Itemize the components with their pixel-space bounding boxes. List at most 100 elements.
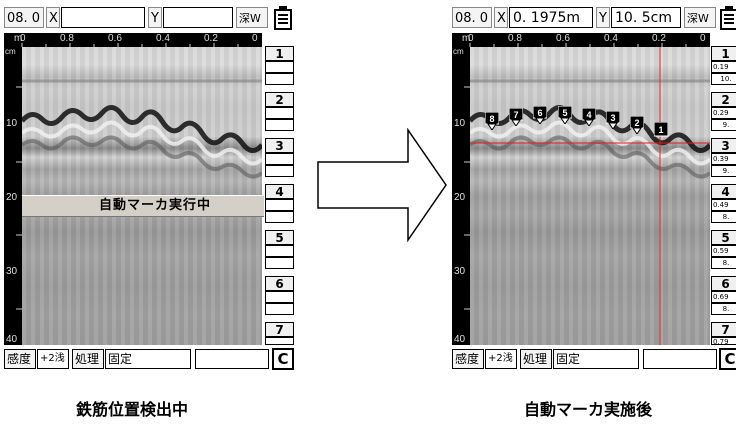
ruler-tick: 0	[20, 33, 26, 44]
ruler-horizontal: m 0 0.8 0.6 0.4 0.2 0	[452, 33, 710, 47]
marker-slot-number[interactable]: 6	[265, 276, 294, 291]
rebar-marker[interactable]: 8	[484, 111, 500, 134]
process-value[interactable]: 固定	[105, 349, 191, 369]
rebar-marker[interactable]: 5	[557, 105, 573, 128]
radar-view[interactable]: m 0 0.8 0.6 0.4 0.2 0 cm 10 20 30 40	[452, 33, 710, 345]
ruler-vertical: cm 10 20 30 40	[4, 47, 22, 345]
svg-text:2: 2	[634, 118, 639, 128]
ruler-tick: 0.8	[508, 33, 522, 44]
rebar-marker[interactable]: 7	[508, 107, 524, 130]
ruler-tick: 0.2	[652, 33, 666, 44]
marker-slot-position: 0.69	[711, 291, 736, 303]
clear-button[interactable]: C	[719, 348, 736, 370]
marker-slot-position: 0.79	[711, 337, 736, 346]
marker-slot-number[interactable]: 1	[711, 46, 736, 61]
marker-slot-position: 0.39	[711, 153, 736, 165]
sensitivity-value[interactable]: +2浅	[37, 349, 69, 369]
bottom-toolbar: 感度 +2浅 処理 固定 C	[452, 346, 736, 374]
ruler-depth-tick: 20	[454, 192, 466, 203]
marker-slot-depth: 8.	[711, 211, 736, 223]
ruler-tick: 0.8	[60, 33, 74, 44]
ruler-depth-tick: 30	[454, 266, 466, 277]
marker-list: 1 0.19 10. 2 0.29 9. 3 0.39 9. 4 0.49 8.…	[710, 46, 736, 346]
marker-slot-number[interactable]: 5	[265, 230, 294, 245]
ruler-depth-tick: 10	[454, 118, 466, 129]
depth-display[interactable]: 08. 0	[452, 7, 492, 28]
bottom-toolbar: 感度 +2浅 処理 固定 C	[4, 346, 296, 374]
marker-slot-number[interactable]: 7	[711, 322, 736, 337]
svg-text:8: 8	[489, 114, 494, 124]
status-field	[195, 349, 269, 369]
marker-slot-value	[265, 61, 294, 73]
ruler-depth-tick: 40	[454, 334, 466, 345]
marker-slot-value	[265, 165, 294, 177]
marker-slot-value	[265, 291, 294, 303]
depth-display[interactable]: 08. 0	[4, 7, 44, 28]
ruler-unit-m: m	[14, 33, 23, 44]
rebar-marker[interactable]: 3	[605, 110, 621, 133]
mode-button[interactable]: 深W	[236, 7, 268, 28]
marker-slot-number[interactable]: 2	[711, 92, 736, 107]
ruler-horizontal: m 0 0.8 0.6 0.4 0.2 0	[4, 33, 262, 47]
ruler-depth-tick: 10	[6, 118, 18, 129]
ruler-depth-tick: 30	[6, 266, 18, 277]
rebar-marker-selected[interactable]: 1	[653, 121, 669, 144]
marker-slot-value	[265, 303, 294, 315]
y-value-field[interactable]: 10. 5cm	[611, 7, 681, 28]
ruler-unit-m: m	[462, 33, 471, 44]
caption-right: 自動マーカ実施後	[524, 400, 653, 419]
ruler-tick: 0.2	[204, 33, 218, 44]
rebar-marker[interactable]: 6	[532, 105, 548, 128]
marker-slot-value	[265, 245, 294, 257]
marker-slot-number[interactable]: 1	[265, 46, 294, 61]
caption-left: 鉄筋位置検出中	[76, 400, 189, 419]
marker-slot-number[interactable]: 6	[711, 276, 736, 291]
y-value-field[interactable]	[163, 7, 233, 28]
x-value-field[interactable]	[61, 7, 145, 28]
ruler-tick: 0.6	[108, 33, 122, 44]
mode-button[interactable]: 深W	[684, 7, 716, 28]
ruler-depth-tick: 40	[6, 334, 18, 345]
svg-text:4: 4	[586, 110, 591, 120]
marker-slot-number[interactable]: 3	[265, 138, 294, 153]
marker-slot-number[interactable]: 3	[711, 138, 736, 153]
x-label: X	[494, 7, 508, 28]
marker-slot-position: 0.29	[711, 107, 736, 119]
memory-icon[interactable]	[720, 6, 736, 30]
ruler-tick: 0.6	[556, 33, 570, 44]
marker-slot-value	[265, 337, 294, 345]
marker-slot-position: 0.19	[711, 61, 736, 73]
status-field	[643, 349, 717, 369]
marker-slot-number[interactable]: 4	[711, 184, 736, 199]
marker-slot-value	[265, 199, 294, 211]
marker-slot-value	[265, 153, 294, 165]
marker-slot-depth: 8.	[711, 257, 736, 269]
x-label: X	[46, 7, 60, 28]
marker-slot-depth: 8.	[711, 303, 736, 315]
ruler-unit-cm: cm	[5, 47, 16, 56]
marker-slot-number[interactable]: 5	[711, 230, 736, 245]
process-value[interactable]: 固定	[553, 349, 639, 369]
marker-slot-number[interactable]: 7	[265, 322, 294, 337]
marker-slot-depth: 10.	[711, 73, 736, 85]
marker-slot-number[interactable]: 2	[265, 92, 294, 107]
ruler-tick: 0	[700, 33, 706, 44]
sensitivity-value[interactable]: +2浅	[485, 349, 517, 369]
right-arrow-icon	[317, 128, 447, 242]
svg-text:7: 7	[513, 110, 518, 120]
svg-text:1: 1	[658, 125, 663, 135]
ruler-tick: 0	[252, 33, 258, 44]
marker-slot-value	[265, 107, 294, 119]
clear-button[interactable]: C	[272, 348, 294, 370]
rebar-marker[interactable]: 4	[581, 107, 597, 130]
ruler-tick: 0.4	[156, 33, 170, 44]
marker-slot-value	[265, 211, 294, 223]
x-value-field[interactable]: 0. 1975m	[509, 7, 593, 28]
memory-icon[interactable]	[274, 6, 292, 30]
y-label: Y	[596, 7, 610, 28]
marker-slot-number[interactable]: 4	[265, 184, 294, 199]
ruler-depth-tick: 20	[6, 192, 18, 203]
rebar-marker[interactable]: 2	[629, 115, 645, 138]
radar-view[interactable]: m 0 0.8 0.6 0.4 0.2 0 cm 10 20 30 40	[4, 33, 262, 345]
radar-scan-image	[470, 47, 710, 345]
